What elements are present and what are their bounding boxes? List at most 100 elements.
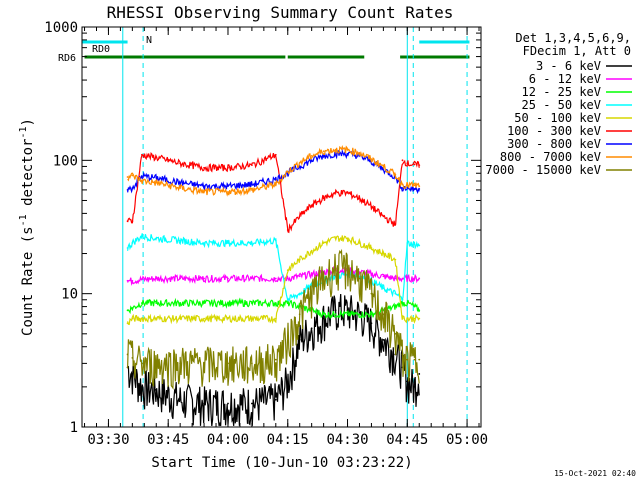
legend-label: 300 - 800 keV xyxy=(507,137,601,151)
series-point xyxy=(155,362,158,365)
series-point xyxy=(250,362,253,365)
series-point xyxy=(126,176,129,178)
y-axis-label-main: Count Rate (s xyxy=(20,226,36,336)
series-point xyxy=(286,229,289,231)
series-point xyxy=(250,302,253,304)
legend-label: 6 - 12 keV xyxy=(529,72,601,86)
flag-label-rd6: RD6 xyxy=(58,53,76,64)
series-point xyxy=(322,242,325,244)
series-point xyxy=(370,313,373,316)
series-point xyxy=(227,402,229,405)
series-point xyxy=(227,190,229,193)
series-point xyxy=(322,154,325,157)
series-point xyxy=(179,302,182,304)
series-point xyxy=(413,317,416,320)
series-line-7 xyxy=(127,144,420,197)
series-point xyxy=(394,292,397,295)
series-line-1 xyxy=(127,265,420,286)
series-point xyxy=(227,242,229,244)
series-point xyxy=(358,151,361,154)
series-point xyxy=(227,302,229,304)
series-point xyxy=(250,242,253,244)
y-axis-label-mid: detector xyxy=(20,139,36,215)
series-point xyxy=(418,277,421,280)
series-point xyxy=(141,278,143,281)
series-point xyxy=(382,252,385,255)
series-point xyxy=(298,339,301,341)
series-point xyxy=(358,277,361,280)
y-axis-label-exp2: -1 xyxy=(18,126,29,138)
flag-label-n: N xyxy=(146,35,152,46)
series-point xyxy=(370,292,373,295)
y-axis-label-end: ) xyxy=(20,118,36,126)
series-point xyxy=(298,275,301,278)
series-point xyxy=(382,165,385,168)
series-point xyxy=(322,313,325,316)
series-point xyxy=(394,305,397,308)
series-point xyxy=(203,302,205,304)
series-point xyxy=(418,309,421,312)
series-point xyxy=(406,302,409,304)
series-point xyxy=(141,180,143,182)
series-point xyxy=(126,309,129,312)
series-point xyxy=(394,277,397,280)
series-point xyxy=(394,223,397,226)
series-point xyxy=(203,190,205,193)
series-point xyxy=(179,239,182,242)
legend-header-line1: Det 1,3,4,5,6,9, xyxy=(515,31,631,45)
series-point xyxy=(413,243,416,246)
series-line-2 xyxy=(127,297,420,320)
chart-title: RHESSI Observing Summary Count Rates xyxy=(107,3,454,22)
series-point xyxy=(250,277,253,280)
series-point xyxy=(401,317,404,320)
series-point xyxy=(370,322,373,325)
series-point xyxy=(126,189,129,191)
series-point xyxy=(126,279,129,282)
series-point xyxy=(131,356,134,359)
x-tick-label: 03:45 xyxy=(147,432,189,448)
x-axis: 03:30 03:45 04:00 04:15 04:30 04:45 05:00 xyxy=(84,27,488,448)
plot-area xyxy=(81,26,482,428)
series-point xyxy=(310,327,313,330)
series-point xyxy=(406,162,409,165)
series-point xyxy=(346,191,349,194)
series-point xyxy=(131,279,134,282)
series-point xyxy=(322,317,325,320)
y-tick-label: 10 xyxy=(61,287,78,303)
series-line-8 xyxy=(127,248,420,390)
series-point xyxy=(179,317,182,320)
series-point xyxy=(298,215,301,218)
series-point xyxy=(370,273,373,276)
y-tick-label: 1 xyxy=(70,420,78,436)
series-point xyxy=(406,380,409,383)
series-point xyxy=(227,277,229,280)
series-point xyxy=(131,242,134,244)
series-point xyxy=(155,302,158,304)
series-point xyxy=(298,292,301,295)
series-point xyxy=(274,183,277,186)
flags-layer xyxy=(82,40,470,59)
series-point xyxy=(126,353,129,356)
x-tick-label: 05:00 xyxy=(446,432,488,448)
series-point xyxy=(227,362,229,365)
series-point xyxy=(413,277,416,280)
series-point xyxy=(179,187,182,189)
series-point xyxy=(382,339,385,341)
series-point xyxy=(334,191,337,194)
series-point xyxy=(358,313,361,316)
series-point xyxy=(141,385,143,388)
series-point xyxy=(274,153,277,156)
series-point xyxy=(401,302,404,304)
series-point xyxy=(155,176,158,179)
series-point xyxy=(346,267,349,270)
series-point xyxy=(370,205,373,208)
series-point xyxy=(382,215,385,218)
series-point xyxy=(346,237,349,240)
series-point xyxy=(401,277,404,280)
series-point xyxy=(286,277,289,280)
series-point xyxy=(126,247,129,249)
series-point xyxy=(179,398,182,401)
series-point xyxy=(394,258,397,261)
series-point xyxy=(286,380,289,383)
